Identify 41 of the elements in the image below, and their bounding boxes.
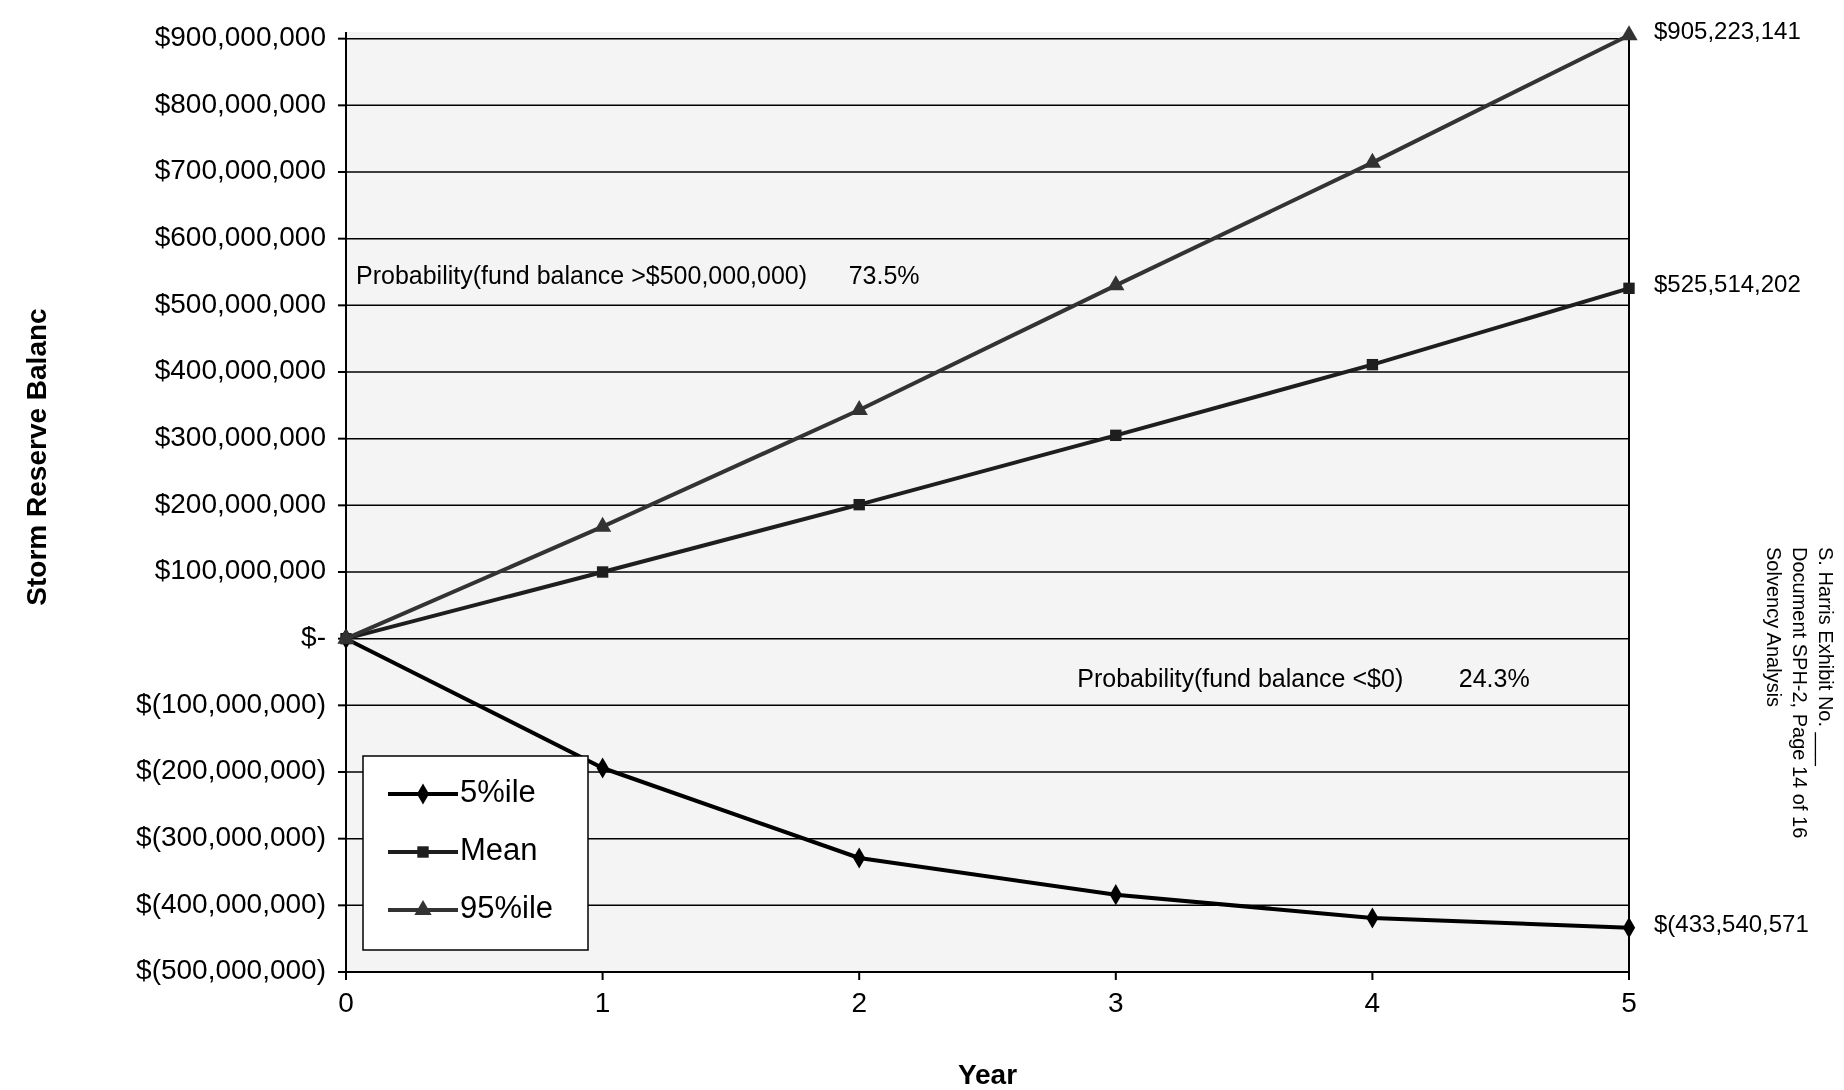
y-axis-title: Storm Reserve Balanc [21,308,52,606]
y-tick-label: $200,000,000 [154,487,326,519]
point [596,566,609,578]
y-tick-label: $600,000,000 [154,221,326,253]
data-label: $525,514,202 [1654,270,1801,298]
point [1366,358,1379,371]
x-axis-title: Year [957,1059,1018,1090]
x-tick-label: 1 [594,987,611,1018]
point [1107,275,1125,291]
annotation: Probability(fund balance >$500,000,000) 73.5% [356,260,920,289]
x-tick-label: 4 [1364,987,1381,1018]
y-tick-label: $400,000,000 [154,354,326,386]
x-tick-label: 0 [338,987,354,1018]
y-tick-label: $- [301,621,326,653]
y-tick-label: $(500,000,000) [136,954,326,986]
y-tick-label: $(300,000,000) [136,821,326,853]
x-tick-label: 5 [1621,987,1637,1018]
point [853,498,865,511]
x-tick-label: 2 [851,987,867,1018]
point [1620,25,1638,41]
text: S. Harris Exhibit No. ___ Document SPH-2, Page 14 of 16 Solvency Analysis [1763,547,1837,839]
y-tick-label: $900,000,000 [154,21,326,53]
legend-label: 5%ile [460,774,536,810]
data-label: $905,223,141 [1654,17,1801,45]
data-label: $(433,540,571 [1654,909,1809,937]
legend-label: 95%ile [460,890,554,926]
point [850,400,868,415]
point [1110,429,1122,442]
y-tick-label: $500,000,000 [154,287,326,319]
y-tick-label: $100,000,000 [154,554,326,586]
y-tick-label: $700,000,000 [154,154,326,186]
y-tick-label: $(200,000,000) [136,754,326,786]
legend-label: Mean [460,832,538,868]
point [1623,282,1635,295]
annotation: Probability(fund balance <$0) 24.3% [1077,664,1530,693]
y-tick-label: $(100,000,000) [136,687,326,719]
point [593,516,612,532]
x-tick-label: 3 [1108,987,1124,1018]
y-tick-label: $300,000,000 [154,421,326,453]
y-tick-label: $(400,000,000) [136,887,326,919]
y-tick-label: $800,000,000 [154,87,326,119]
